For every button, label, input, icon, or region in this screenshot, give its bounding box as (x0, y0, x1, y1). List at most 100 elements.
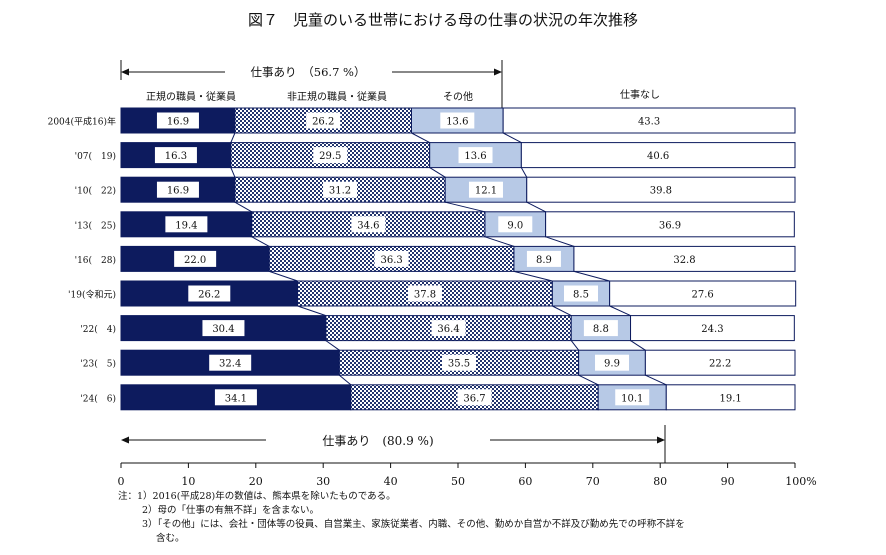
value-label-nonregular: 26.2 (312, 117, 334, 128)
value-label-other: 8.8 (593, 324, 609, 335)
top-annotation-arrowhead-left (121, 68, 129, 76)
value-label-regular: 19.4 (175, 220, 197, 231)
top-annotation: 仕事あり （56.7 %） (120, 60, 503, 108)
bars-group: 16.9 26.2 13.6 43.3 16.3 29.5 13.6 40.6 16.9 31.2… (120, 107, 797, 411)
value-label-box (564, 285, 599, 302)
connector-line (445, 201, 486, 213)
value-label-other: 13.6 (464, 151, 486, 162)
value-label-other: 8.5 (573, 290, 589, 301)
value-label-box (154, 147, 197, 164)
bar-segment-nowork (630, 315, 795, 342)
category-label: '19(令和元) (68, 289, 116, 301)
x-tick-label: 50 (451, 475, 465, 488)
value-label-box (595, 354, 630, 371)
value-label-nowork: 43.3 (638, 117, 660, 128)
bar-segment-nowork (644, 349, 796, 376)
value-label-nowork: 40.6 (647, 151, 669, 162)
value-label-box (313, 147, 348, 164)
value-label-nonregular: 34.6 (357, 220, 379, 231)
bottom-annotation-arrowhead-left (121, 436, 129, 444)
value-label-box (374, 250, 409, 267)
value-label-regular: 30.4 (212, 324, 234, 335)
x-tick-label: 80 (653, 475, 667, 488)
value-label-nonregular: 36.3 (380, 255, 402, 266)
value-label-regular: 16.9 (167, 117, 189, 128)
value-label-box (615, 389, 650, 406)
legend-nowork: 仕事なし (620, 88, 660, 101)
bar-segment-nowork (573, 245, 796, 272)
category-label: '23( 5) (80, 359, 116, 370)
category-label: '22( 4) (80, 324, 116, 335)
top-annotation-arrowhead-right (494, 68, 502, 76)
connector-line (230, 167, 236, 178)
x-tick-label: 0 (118, 475, 125, 488)
bottom-annotation-label: 仕事あり (80.9 %) (322, 434, 433, 448)
value-label-nonregular: 35.5 (448, 359, 470, 370)
bottom-annotation-arrowhead-right (657, 436, 665, 444)
value-label-other: 8.9 (536, 255, 552, 266)
category-labels: 2004(平成16)年 '07( 19) '10( 22) '13( 25) '16( … (48, 116, 116, 405)
bottom-annotation: 仕事あり (80.9 %) (121, 425, 666, 463)
category-label: '13( 25) (75, 220, 116, 231)
bar-segment-nowork (526, 176, 796, 203)
x-tick-label: 60 (518, 475, 532, 488)
connector-line (552, 305, 572, 317)
note-3: 3）「その他」には、会社・団体等の役員、自営業主、家族従業者、内職、その他、勤め… (142, 518, 685, 530)
bar-segment-nowork (545, 211, 795, 238)
value-label-box (468, 181, 503, 198)
value-label-box (156, 181, 199, 198)
value-label-nonregular: 36.7 (463, 393, 485, 404)
bar-segment-nowork (665, 384, 796, 411)
value-label-nowork: 24.3 (701, 324, 723, 335)
connector-line (502, 132, 522, 144)
value-label-nowork: 39.8 (650, 186, 672, 197)
value-label-box (214, 389, 257, 406)
chart-title: 図７ 児童のいる世帯における母の仕事の状況の年次推移 (248, 11, 638, 29)
category-label: '07( 19) (75, 151, 116, 162)
bar-segment-nowork (609, 280, 797, 307)
value-label-other: 9.0 (507, 220, 523, 231)
top-annotation-label: 仕事あり （56.7 %） (251, 65, 366, 79)
value-label-regular: 22.0 (184, 255, 206, 266)
x-tick-label: 100% (785, 475, 816, 488)
connector-line (411, 132, 430, 144)
value-label-other: 13.6 (446, 117, 468, 128)
value-label-regular: 34.1 (225, 393, 247, 404)
connector-line (578, 374, 599, 386)
value-label-box (498, 216, 533, 233)
value-label-nowork: 27.6 (692, 290, 714, 301)
category-label: '24( 6) (80, 393, 116, 404)
value-label-box (165, 216, 208, 233)
category-label: '10( 22) (75, 186, 116, 197)
value-label-regular: 16.3 (165, 151, 187, 162)
value-label-nonregular: 36.4 (437, 324, 459, 335)
value-label-box (188, 285, 231, 302)
connector-line (545, 236, 575, 247)
value-label-box (458, 147, 493, 164)
connector-line (325, 340, 340, 351)
category-label: 2004(平成16)年 (48, 116, 116, 128)
connector-line (526, 201, 546, 213)
connector-line (234, 201, 253, 213)
value-label-nowork: 19.1 (720, 393, 742, 404)
value-label-box (351, 216, 386, 233)
legend-other: その他 (443, 90, 473, 103)
connector-line (630, 340, 646, 351)
legend-nonregular: 非正規の職員・従業員 (287, 90, 387, 103)
x-tick-label: 30 (316, 475, 330, 488)
bar-segment-regular (120, 280, 299, 307)
value-label-nowork: 36.9 (659, 220, 681, 231)
value-label-box (209, 354, 252, 371)
value-label-box (457, 389, 492, 406)
legend-regular: 正規の職員・従業員 (146, 90, 236, 103)
value-label-box (583, 320, 618, 337)
value-label-box (202, 320, 245, 337)
connector-line (645, 374, 667, 386)
value-label-nonregular: 37.8 (414, 290, 436, 301)
value-label-regular: 16.9 (167, 186, 189, 197)
note-2: 2）母の「仕事の有無不詳」を含まない。 (142, 504, 319, 516)
connector-line (520, 167, 528, 178)
connector-line (251, 236, 270, 247)
x-tick-label: 90 (721, 475, 735, 488)
